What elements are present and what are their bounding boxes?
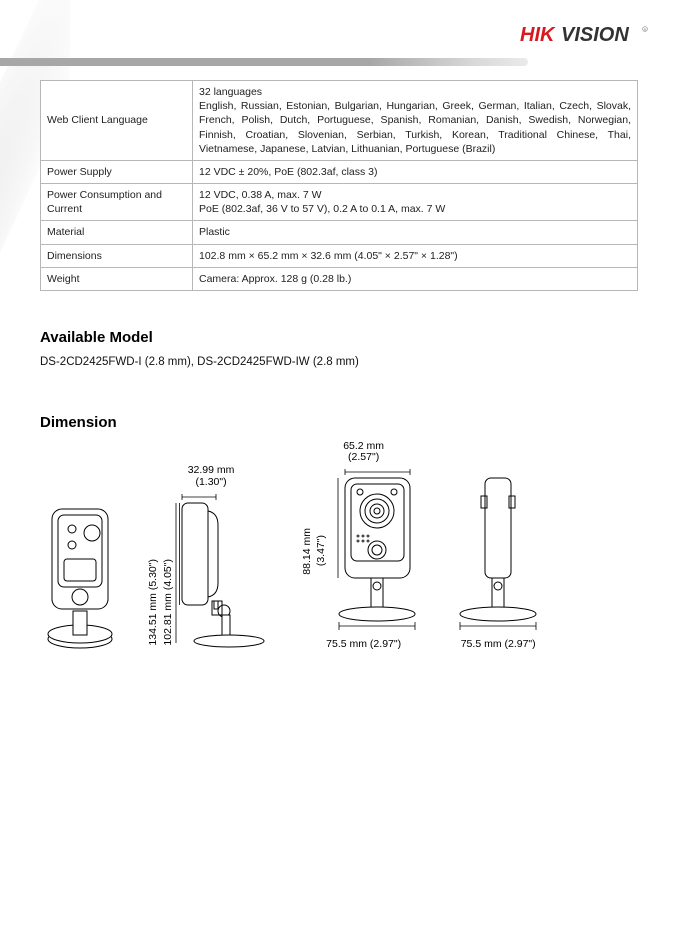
brand-logo: HIK VISION R bbox=[520, 24, 650, 46]
spec-value: 102.8 mm × 65.2 mm × 32.6 mm (4.05" × 2.… bbox=[193, 244, 638, 267]
fig3-height-2: (3.47") bbox=[316, 535, 328, 566]
section-title-available-model: Available Model bbox=[40, 329, 638, 346]
dimension-fig-face: 65.2 mm(2.57") 88.14 mm (3.47") bbox=[302, 441, 425, 651]
available-model-text: DS-2CD2425FWD-I (2.8 mm), DS-2CD2425FWD-… bbox=[40, 356, 638, 368]
table-row: Power Supply12 VDC ± 20%, PoE (802.3af, … bbox=[41, 160, 638, 183]
spec-value: 12 VDC, 0.38 A, max. 7 W PoE (802.3af, 3… bbox=[193, 184, 638, 221]
spec-key: Web Client Language bbox=[41, 81, 193, 161]
spec-key: Power Consumption and Current bbox=[41, 184, 193, 221]
table-row: Power Consumption and Current12 VDC, 0.3… bbox=[41, 184, 638, 221]
fig4-base-label: 75.5 mm (2.97") bbox=[461, 639, 536, 651]
spec-value: Plastic bbox=[193, 221, 638, 244]
fig3-base-label: 75.5 mm (2.97") bbox=[326, 639, 401, 651]
dimension-fig-rear: 75.5 mm (2.97") bbox=[453, 466, 543, 651]
svg-text:R: R bbox=[644, 28, 647, 32]
logo-vision: VISION bbox=[561, 24, 629, 46]
spec-key: Dimensions bbox=[41, 244, 193, 267]
header: HIK VISION R bbox=[0, 0, 678, 54]
dimension-fig-front bbox=[40, 491, 120, 651]
specs-table: Web Client Language32 languages English,… bbox=[40, 80, 638, 291]
spec-key: Material bbox=[41, 221, 193, 244]
table-row: MaterialPlastic bbox=[41, 221, 638, 244]
fig2-height-2: 102.81 mm (4.05") bbox=[163, 559, 175, 646]
spec-value: Camera: Approx. 128 g (0.28 lb.) bbox=[193, 267, 638, 290]
accent-bar bbox=[0, 58, 528, 66]
fig3-height-1: 88.14 mm bbox=[302, 528, 314, 575]
dimension-fig-side: 32.99 mm(1.30") 134.51 mm (5.30") 102.81… bbox=[148, 465, 274, 650]
fig2-width-label: 32.99 mm(1.30") bbox=[188, 465, 235, 488]
fig2-height-1: 134.51 mm (5.30") bbox=[148, 559, 160, 646]
section-title-dimension: Dimension bbox=[40, 414, 638, 431]
table-row: WeightCamera: Approx. 128 g (0.28 lb.) bbox=[41, 267, 638, 290]
spec-value: 12 VDC ± 20%, PoE (802.3af, class 3) bbox=[193, 160, 638, 183]
spec-value: 32 languages English, Russian, Estonian,… bbox=[193, 81, 638, 161]
dimension-figures: 32.99 mm(1.30") 134.51 mm (5.30") 102.81… bbox=[40, 441, 638, 651]
fig3-width-label: 65.2 mm(2.57") bbox=[343, 441, 384, 464]
table-row: Web Client Language32 languages English,… bbox=[41, 81, 638, 161]
logo-hik: HIK bbox=[520, 24, 556, 46]
table-row: Dimensions102.8 mm × 65.2 mm × 32.6 mm (… bbox=[41, 244, 638, 267]
spec-key: Weight bbox=[41, 267, 193, 290]
spec-key: Power Supply bbox=[41, 160, 193, 183]
